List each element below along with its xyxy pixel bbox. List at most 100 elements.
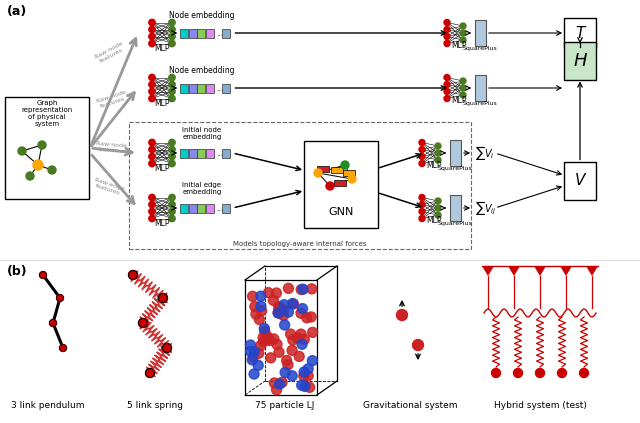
Circle shape: [258, 332, 268, 343]
Circle shape: [280, 367, 290, 377]
Circle shape: [419, 140, 425, 146]
Circle shape: [18, 147, 26, 155]
FancyBboxPatch shape: [334, 180, 346, 186]
Text: Hybrid system (test): Hybrid system (test): [493, 401, 586, 410]
Circle shape: [149, 215, 155, 222]
FancyBboxPatch shape: [564, 41, 596, 80]
Circle shape: [435, 157, 441, 163]
Circle shape: [149, 33, 155, 40]
FancyBboxPatch shape: [474, 20, 486, 46]
Circle shape: [579, 368, 589, 377]
Circle shape: [149, 160, 155, 167]
FancyBboxPatch shape: [189, 203, 196, 212]
Circle shape: [460, 85, 466, 91]
Circle shape: [460, 30, 466, 36]
FancyBboxPatch shape: [205, 83, 214, 93]
FancyBboxPatch shape: [197, 148, 205, 157]
Circle shape: [262, 334, 273, 344]
Circle shape: [169, 146, 175, 153]
Circle shape: [298, 284, 308, 294]
Circle shape: [444, 19, 450, 25]
Circle shape: [149, 139, 155, 146]
Circle shape: [255, 315, 264, 324]
Circle shape: [348, 175, 356, 183]
Circle shape: [460, 23, 466, 29]
Circle shape: [297, 380, 307, 390]
Text: Raw node
features: Raw node features: [95, 141, 127, 155]
Circle shape: [444, 74, 450, 80]
Circle shape: [275, 308, 284, 318]
Circle shape: [149, 26, 155, 33]
Circle shape: [296, 329, 306, 339]
Circle shape: [249, 369, 259, 379]
Circle shape: [299, 367, 309, 377]
FancyBboxPatch shape: [129, 122, 471, 249]
Circle shape: [169, 81, 175, 88]
Circle shape: [287, 345, 297, 355]
Circle shape: [492, 368, 500, 377]
Polygon shape: [508, 266, 520, 276]
FancyBboxPatch shape: [449, 195, 461, 221]
Text: MLP: MLP: [154, 164, 170, 173]
Circle shape: [271, 385, 282, 395]
Polygon shape: [482, 266, 494, 276]
Circle shape: [145, 368, 154, 377]
Circle shape: [149, 81, 155, 88]
Text: 3 link pendulum: 3 link pendulum: [12, 401, 84, 410]
Text: $\sum V_i$: $\sum V_i$: [475, 144, 495, 162]
Circle shape: [435, 150, 441, 156]
Circle shape: [33, 160, 43, 170]
FancyBboxPatch shape: [205, 203, 214, 212]
Circle shape: [247, 355, 257, 365]
Circle shape: [251, 309, 261, 319]
FancyBboxPatch shape: [197, 203, 205, 212]
Circle shape: [419, 215, 425, 222]
Circle shape: [40, 272, 47, 278]
Circle shape: [250, 347, 259, 357]
Circle shape: [60, 344, 67, 352]
Text: MLP: MLP: [426, 161, 442, 170]
Circle shape: [129, 270, 138, 280]
FancyBboxPatch shape: [222, 28, 230, 38]
Text: Raw node
features: Raw node features: [95, 90, 129, 110]
Text: MLP: MLP: [154, 99, 170, 108]
Circle shape: [259, 324, 269, 333]
FancyBboxPatch shape: [564, 18, 596, 48]
Text: Graph
representation
of physical
system: Graph representation of physical system: [21, 100, 72, 127]
Circle shape: [285, 329, 296, 339]
Circle shape: [288, 335, 298, 345]
Circle shape: [326, 182, 334, 190]
Circle shape: [268, 295, 278, 305]
Circle shape: [149, 19, 155, 26]
Text: MLP: MLP: [154, 219, 170, 228]
Circle shape: [419, 195, 425, 201]
Circle shape: [149, 153, 155, 160]
FancyBboxPatch shape: [180, 83, 188, 93]
Circle shape: [305, 382, 315, 393]
Circle shape: [284, 283, 293, 293]
Circle shape: [38, 141, 46, 149]
Circle shape: [248, 291, 258, 301]
Circle shape: [265, 335, 275, 346]
Circle shape: [260, 326, 269, 336]
Circle shape: [169, 74, 175, 81]
Text: MLP: MLP: [451, 41, 467, 50]
Text: Node embedding: Node embedding: [169, 66, 235, 75]
Circle shape: [435, 212, 441, 218]
Text: Gravitational system: Gravitational system: [363, 401, 457, 410]
Circle shape: [444, 96, 450, 102]
FancyBboxPatch shape: [304, 141, 378, 228]
Circle shape: [266, 353, 276, 363]
Circle shape: [169, 153, 175, 160]
Circle shape: [289, 299, 298, 309]
Circle shape: [460, 92, 466, 98]
Circle shape: [253, 360, 263, 371]
Circle shape: [444, 82, 450, 88]
Circle shape: [169, 139, 175, 146]
Text: Models topology-aware internal forces: Models topology-aware internal forces: [233, 241, 367, 247]
FancyBboxPatch shape: [205, 28, 214, 38]
Circle shape: [149, 40, 155, 47]
Circle shape: [149, 201, 155, 208]
Circle shape: [169, 215, 175, 222]
Circle shape: [255, 341, 266, 351]
